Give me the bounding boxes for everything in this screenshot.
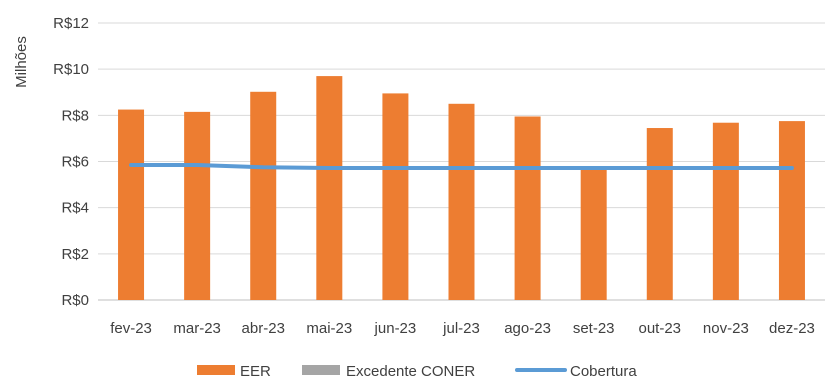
bar-eer-fev-23 (118, 109, 145, 300)
y-axis-label: Milhões (13, 36, 30, 88)
x-tick-label: ago-23 (504, 320, 551, 337)
bar-eer-jun-23 (382, 93, 409, 300)
x-tick-label: jul-23 (442, 320, 480, 337)
legend-swatch-0 (197, 365, 235, 375)
line-cobertura (129, 162, 794, 170)
legend-label: Cobertura (570, 363, 637, 378)
y-axis-ticks: R$0 R$2 R$4 R$6 R$8 R$10 R$12 (53, 15, 89, 309)
x-tick-label: abr-23 (242, 320, 285, 337)
bar-eer-nov-23 (712, 122, 739, 300)
bar-eer-mai-23 (316, 76, 343, 300)
legend-swatch-1 (302, 365, 340, 375)
x-tick-label: nov-23 (703, 320, 749, 337)
bar-eer-dez-23 (778, 121, 805, 301)
x-tick-label: out-23 (638, 320, 681, 337)
bar-eer-out-23 (646, 128, 673, 300)
legend-label: Excedente CONER (346, 363, 475, 378)
x-tick-label: mai-23 (306, 320, 352, 337)
y-tick-label: R$4 (61, 200, 89, 217)
line-series-cobertura (129, 162, 794, 170)
legend-label: EER (240, 363, 271, 378)
bar-eer-jul-23 (448, 103, 475, 301)
x-axis-ticks: fev-23 mar-23 abr-23 mai-23 jun-23 jul-23 ago-… (110, 320, 815, 337)
y-tick-label: R$2 (61, 246, 89, 263)
x-tick-label: fev-23 (110, 320, 152, 337)
legend: EER Excedente CONER Cobertura (197, 363, 637, 378)
x-tick-label: set-23 (573, 320, 615, 337)
y-tick-label: R$8 (61, 107, 89, 124)
x-tick-label: dez-23 (769, 320, 815, 337)
bar-eer-set-23 (580, 167, 607, 300)
bar-series-eer (118, 76, 805, 301)
y-tick-label: R$6 (61, 154, 89, 171)
x-tick-label: jun-23 (374, 320, 417, 337)
x-tick-label: mar-23 (173, 320, 221, 337)
bar-eer-abr-23 (250, 91, 277, 300)
y-tick-label: R$12 (53, 15, 89, 32)
bar-eer-mar-23 (184, 111, 211, 300)
y-tick-label: R$0 (61, 292, 89, 309)
bar-eer-ago-23 (514, 116, 541, 300)
y-tick-label: R$10 (53, 61, 89, 78)
